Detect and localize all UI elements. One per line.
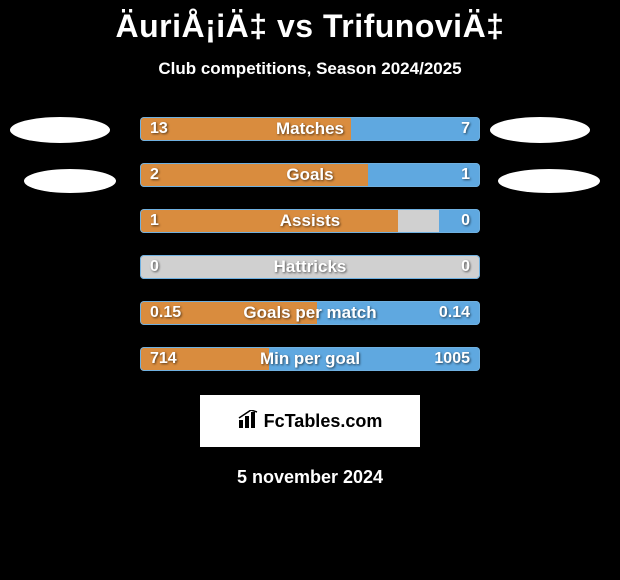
player-ellipse-0: [10, 117, 110, 143]
stat-label: Goals per match: [243, 303, 376, 323]
player-ellipse-2: [490, 117, 590, 143]
page-subtitle: Club competitions, Season 2024/2025: [0, 59, 620, 79]
stat-label: Hattricks: [274, 257, 347, 277]
stat-value-right: 0: [461, 212, 470, 230]
stat-row-goals-per-match: 0.15 Goals per match 0.14: [140, 301, 480, 325]
stat-value-left: 714: [150, 350, 177, 368]
player-ellipse-1: [24, 169, 116, 193]
stat-label: Goals: [286, 165, 333, 185]
chart-icon: [238, 410, 260, 433]
stat-row-matches: 13 Matches 7: [140, 117, 480, 141]
stat-row-min-per-goal: 714 Min per goal 1005: [140, 347, 480, 371]
stat-value-left: 1: [150, 212, 159, 230]
stat-value-right: 1005: [434, 350, 470, 368]
stat-value-right: 7: [461, 120, 470, 138]
stat-value-right: 0.14: [439, 304, 470, 322]
date-text: 5 november 2024: [0, 467, 620, 488]
bar-mid: [398, 209, 439, 233]
stat-row-hattricks: 0 Hattricks 0: [140, 255, 480, 279]
bar-left: [140, 163, 368, 187]
bar-left: [140, 209, 398, 233]
stat-value-left: 0.15: [150, 304, 181, 322]
brand-box: FcTables.com: [200, 395, 420, 447]
stat-row-goals: 2 Goals 1: [140, 163, 480, 187]
stat-label: Assists: [280, 211, 340, 231]
stat-value-right: 0: [461, 258, 470, 276]
player-ellipse-3: [498, 169, 600, 193]
stat-row-assists: 1 Assists 0: [140, 209, 480, 233]
brand-text: FcTables.com: [264, 411, 383, 432]
stat-value-left: 2: [150, 166, 159, 184]
stat-label: Matches: [276, 119, 344, 139]
stats-comparison-area: 13 Matches 7 2 Goals 1 1 Assists 0 0 Hattricks 0 0.1…: [0, 117, 620, 377]
stat-value-left: 0: [150, 258, 159, 276]
page-title: ÄuriÅ¡iÄ‡ vs TrifunoviÄ‡: [0, 0, 620, 45]
stat-value-right: 1: [461, 166, 470, 184]
stat-value-left: 13: [150, 120, 168, 138]
bar-right: [439, 209, 480, 233]
bars-container: 13 Matches 7 2 Goals 1 1 Assists 0 0 Hattricks 0 0.1…: [140, 117, 480, 393]
stat-label: Min per goal: [260, 349, 360, 369]
